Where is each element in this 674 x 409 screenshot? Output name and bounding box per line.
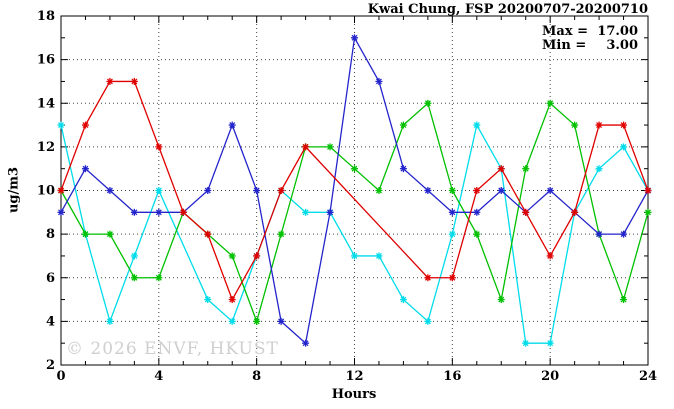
chart-title: Kwai Chung, FSP 20200707-20200710 [367, 2, 648, 17]
x-tick-label: 24 [639, 369, 657, 384]
series-cyan [60, 123, 649, 344]
legend-max-label: Max = [542, 24, 588, 39]
y-tick-label: 8 [46, 227, 55, 242]
legend-min-label: Min = [542, 38, 587, 53]
y-tick-label: 6 [46, 271, 55, 286]
x-tick-label: 20 [541, 369, 559, 384]
legend-max-value: 17.00 [597, 24, 638, 39]
watermark: © 2026 ENVF, HKUST [66, 339, 279, 359]
series-markers-red [57, 77, 652, 304]
y-tick-label: 10 [37, 184, 55, 199]
legend-min-value: 3.00 [606, 38, 638, 53]
series-line-cyan [60, 123, 649, 344]
legend: Max = 17.00 Min = 3.00 [542, 25, 638, 53]
y-tick-label: 14 [37, 96, 55, 111]
x-axis-label: Hours [331, 387, 377, 402]
x-tick-label: 0 [56, 369, 65, 384]
y-tick-label: 16 [37, 53, 55, 68]
x-tick-label: 12 [345, 369, 363, 384]
y-tick-label: 4 [46, 314, 55, 329]
series-markers-blue [57, 34, 652, 347]
y-tick-label: 12 [37, 140, 55, 155]
gridlines [61, 16, 648, 365]
y-axis-label: ug/m3 [6, 166, 22, 214]
y-tick-label: 2 [46, 358, 55, 373]
y-tick-label: 18 [37, 9, 55, 24]
x-tick-label: 16 [443, 369, 461, 384]
x-tick-label: 4 [154, 369, 163, 384]
x-tick-label: 8 [252, 369, 261, 384]
